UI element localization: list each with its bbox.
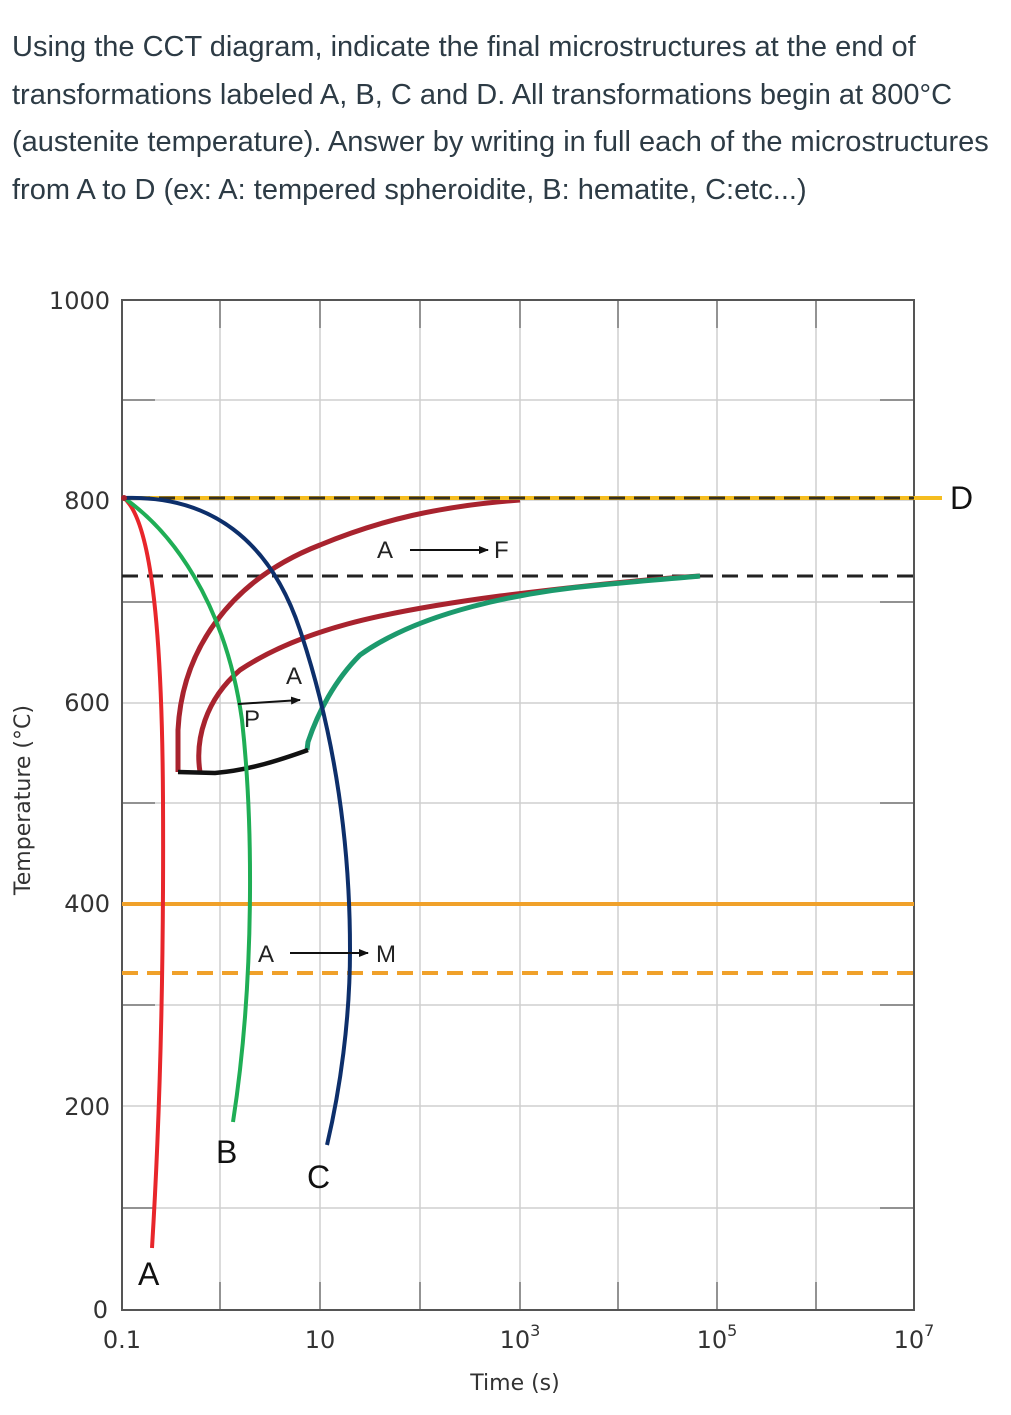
cooling-label-A: A (138, 1256, 160, 1292)
y-tick-label: 600 (64, 689, 110, 717)
annotation-austenite-lower: A (258, 941, 274, 968)
y-tick-label: 400 (64, 890, 110, 918)
cooling-label-B: B (216, 1134, 237, 1170)
question-text: Using the CCT diagram, indicate the fina… (12, 31, 989, 206)
cooling-curve-C (123, 495, 353, 1146)
x-tick-label: 10 (305, 1326, 336, 1354)
start-point (121, 495, 127, 501)
x-tick-label: 103 (500, 1321, 541, 1354)
pearlite-arrow (237, 696, 301, 705)
cooling-label-C: C (307, 1159, 330, 1195)
y-tick-label: 0 (93, 1296, 108, 1324)
annotation-austenite-upper: A (377, 537, 393, 564)
annotation-austenite-middle: A (286, 663, 302, 690)
x-tick-label: 0.1 (103, 1326, 141, 1354)
cooling-curve-B (122, 496, 253, 1123)
grid-lines (122, 300, 914, 1310)
x-axis-title: Time (s) (469, 1371, 559, 1396)
bainite-finish-curve (304, 573, 701, 751)
annotation-martensite: M (376, 941, 396, 968)
x-tick-label: 105 (697, 1321, 738, 1354)
plot-frame (121, 299, 915, 1311)
transformation-start-curve (175, 497, 521, 772)
y-tick-label: 200 (64, 1093, 110, 1121)
annotation-ferrite: F (494, 537, 509, 564)
annotation-pearlite: P (244, 706, 260, 733)
nose-line (177, 747, 309, 776)
cooling-label-D: D (950, 480, 973, 516)
x-tick-label: 107 (894, 1321, 935, 1354)
transformation-finish-curve (196, 573, 701, 773)
y-tick-label: 1000 (49, 287, 110, 315)
inner-tick-marks (122, 300, 914, 1310)
y-axis-title: Temperature (°C) (11, 705, 36, 896)
cooling-curve-A (122, 496, 166, 1249)
y-tick-label: 800 (64, 487, 110, 515)
